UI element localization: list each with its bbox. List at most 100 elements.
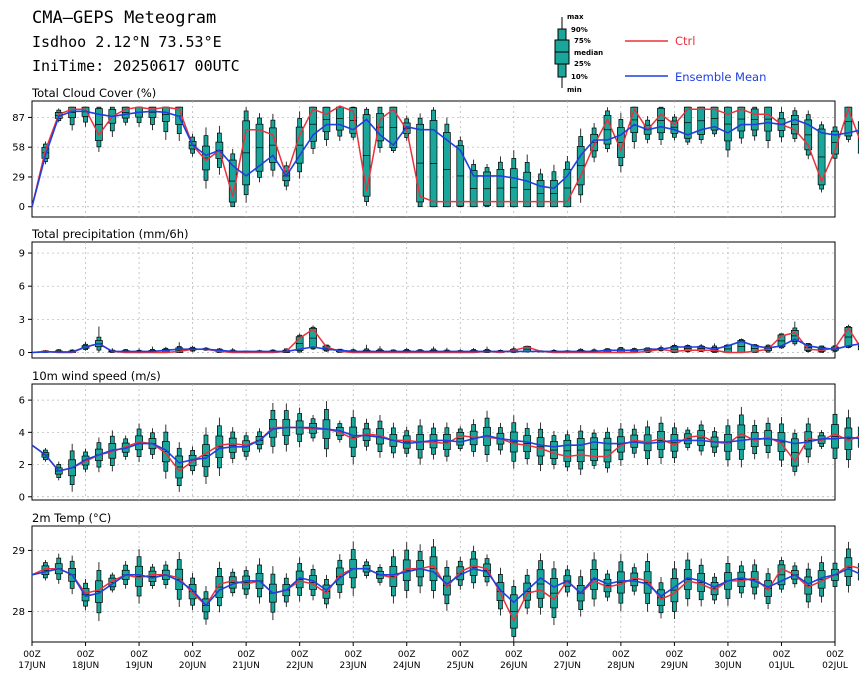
y-tick-label: 0 bbox=[19, 492, 25, 503]
chart-title: CMA—GEPS Meteogram bbox=[32, 8, 217, 28]
x-tick-date: 21JUN bbox=[232, 661, 259, 671]
ensemble-box bbox=[737, 106, 746, 144]
x-tick-hour: 00Z bbox=[773, 650, 791, 660]
legend-ctrl-label: Ctrl bbox=[675, 34, 695, 48]
panel-frame bbox=[31, 241, 836, 359]
x-tick-date: 29JUN bbox=[661, 661, 688, 671]
ensemble-box bbox=[443, 117, 451, 208]
panel-title: Total Cloud Cover (%) bbox=[31, 86, 156, 100]
ensemble-box bbox=[563, 155, 572, 208]
x-tick-date: 20JUN bbox=[179, 661, 206, 671]
ensemble-box bbox=[148, 563, 157, 589]
ensemble-box bbox=[670, 422, 679, 464]
ensemble-box bbox=[737, 338, 746, 353]
y-tick-label: 0 bbox=[19, 202, 25, 213]
ensemble-box bbox=[804, 110, 813, 160]
ensemble-box bbox=[456, 136, 465, 208]
ensemble-box bbox=[550, 430, 558, 470]
ensemble-box bbox=[790, 321, 799, 346]
ensemble-box bbox=[295, 111, 304, 179]
ensemble-box bbox=[269, 113, 277, 177]
ensemble-box bbox=[523, 422, 532, 465]
mean-series-line bbox=[31, 426, 859, 472]
ctrl-series-line bbox=[31, 326, 859, 354]
ensemble-box bbox=[509, 415, 518, 469]
x-tick-hour: 00Z bbox=[559, 650, 577, 660]
ensemble-box bbox=[242, 566, 250, 599]
ensemble-box bbox=[536, 553, 545, 615]
ensemble-box bbox=[81, 579, 90, 611]
x-tick-hour: 00Z bbox=[291, 650, 309, 660]
x-tick-hour: 00Z bbox=[344, 650, 362, 660]
x-tick-date: 26JUN bbox=[500, 661, 527, 671]
ensemble-box bbox=[429, 107, 438, 208]
x-tick-date: 18JUN bbox=[72, 661, 99, 671]
ensemble-box bbox=[563, 430, 572, 472]
x-tick-hour: 00Z bbox=[451, 650, 469, 660]
ensemble-box bbox=[135, 549, 143, 604]
ensemble-box bbox=[737, 406, 746, 468]
x-tick-date: 28JUN bbox=[607, 661, 634, 671]
legend-label-p25: 25% bbox=[574, 60, 591, 68]
y-tick-label: 87 bbox=[12, 113, 25, 124]
x-tick-hour: 00Z bbox=[130, 650, 148, 660]
ensemble-box bbox=[683, 106, 692, 146]
ensemble-box bbox=[764, 106, 772, 149]
ensemble-box bbox=[804, 417, 813, 464]
ensemble-box bbox=[737, 560, 746, 599]
legend-label-p75: 75% bbox=[574, 37, 591, 45]
ensemble-box bbox=[536, 422, 545, 472]
ensemble-box bbox=[790, 107, 799, 143]
ensemble-box bbox=[228, 148, 237, 208]
mean-series-line bbox=[31, 110, 859, 207]
ensemble-box bbox=[536, 168, 545, 208]
ensemble-box bbox=[831, 123, 839, 162]
y-tick-label: 3 bbox=[19, 315, 25, 326]
ensemble-box bbox=[416, 113, 424, 208]
x-tick-hour: 00Z bbox=[237, 650, 255, 660]
ensemble-box bbox=[402, 115, 411, 141]
x-tick-date: 22JUN bbox=[286, 661, 313, 671]
x-tick-date: 30JUN bbox=[714, 661, 741, 671]
y-tick-label: 2 bbox=[19, 460, 25, 471]
y-tick-label: 58 bbox=[12, 143, 25, 154]
ctrl-series-line bbox=[31, 105, 859, 207]
legend-label-max: max bbox=[567, 13, 584, 21]
x-tick-date: 17JUN bbox=[18, 661, 45, 671]
ensemble-box bbox=[576, 425, 585, 476]
ensemble-box bbox=[697, 420, 706, 456]
x-tick-hour: 00Z bbox=[505, 650, 523, 660]
ensemble-box bbox=[228, 568, 237, 597]
ensemble-box bbox=[777, 557, 786, 593]
y-tick-label: 29 bbox=[12, 546, 25, 557]
ensemble-box bbox=[710, 106, 719, 137]
y-tick-label: 0 bbox=[19, 348, 25, 359]
ensemble-box bbox=[590, 122, 598, 163]
legend-label-p90: 90% bbox=[571, 26, 588, 34]
x-tick-date: 25JUN bbox=[447, 661, 474, 671]
y-tick-label: 6 bbox=[19, 396, 25, 407]
ensemble-box bbox=[790, 429, 799, 476]
y-tick-label: 29 bbox=[12, 172, 25, 183]
ensemble-box bbox=[188, 572, 197, 611]
ensemble-box bbox=[509, 579, 518, 642]
ensemble-box bbox=[255, 113, 264, 183]
ensemble-box bbox=[844, 106, 853, 143]
x-tick-hour: 00Z bbox=[184, 650, 202, 660]
y-tick-label: 28 bbox=[12, 607, 25, 618]
ensemble-box bbox=[309, 564, 317, 601]
legend-label-median: median bbox=[574, 49, 603, 57]
x-tick-date: 02JUL bbox=[822, 661, 848, 671]
ensemble-box bbox=[496, 156, 505, 208]
ensemble-box bbox=[483, 164, 491, 208]
ensemble-box bbox=[228, 427, 237, 464]
ensemble-box bbox=[402, 426, 411, 458]
x-tick-date: 01JUL bbox=[769, 661, 795, 671]
x-tick-date: 19JUN bbox=[125, 661, 152, 671]
panel-2: Total precipitation (mm/6h) 0 3 6 9 bbox=[19, 227, 859, 359]
ensemble-box bbox=[590, 429, 598, 470]
legend-label-min: min bbox=[567, 86, 582, 94]
init-time-label: IniTime: 20250617 00UTC bbox=[32, 57, 240, 75]
ensemble-box bbox=[576, 128, 585, 203]
